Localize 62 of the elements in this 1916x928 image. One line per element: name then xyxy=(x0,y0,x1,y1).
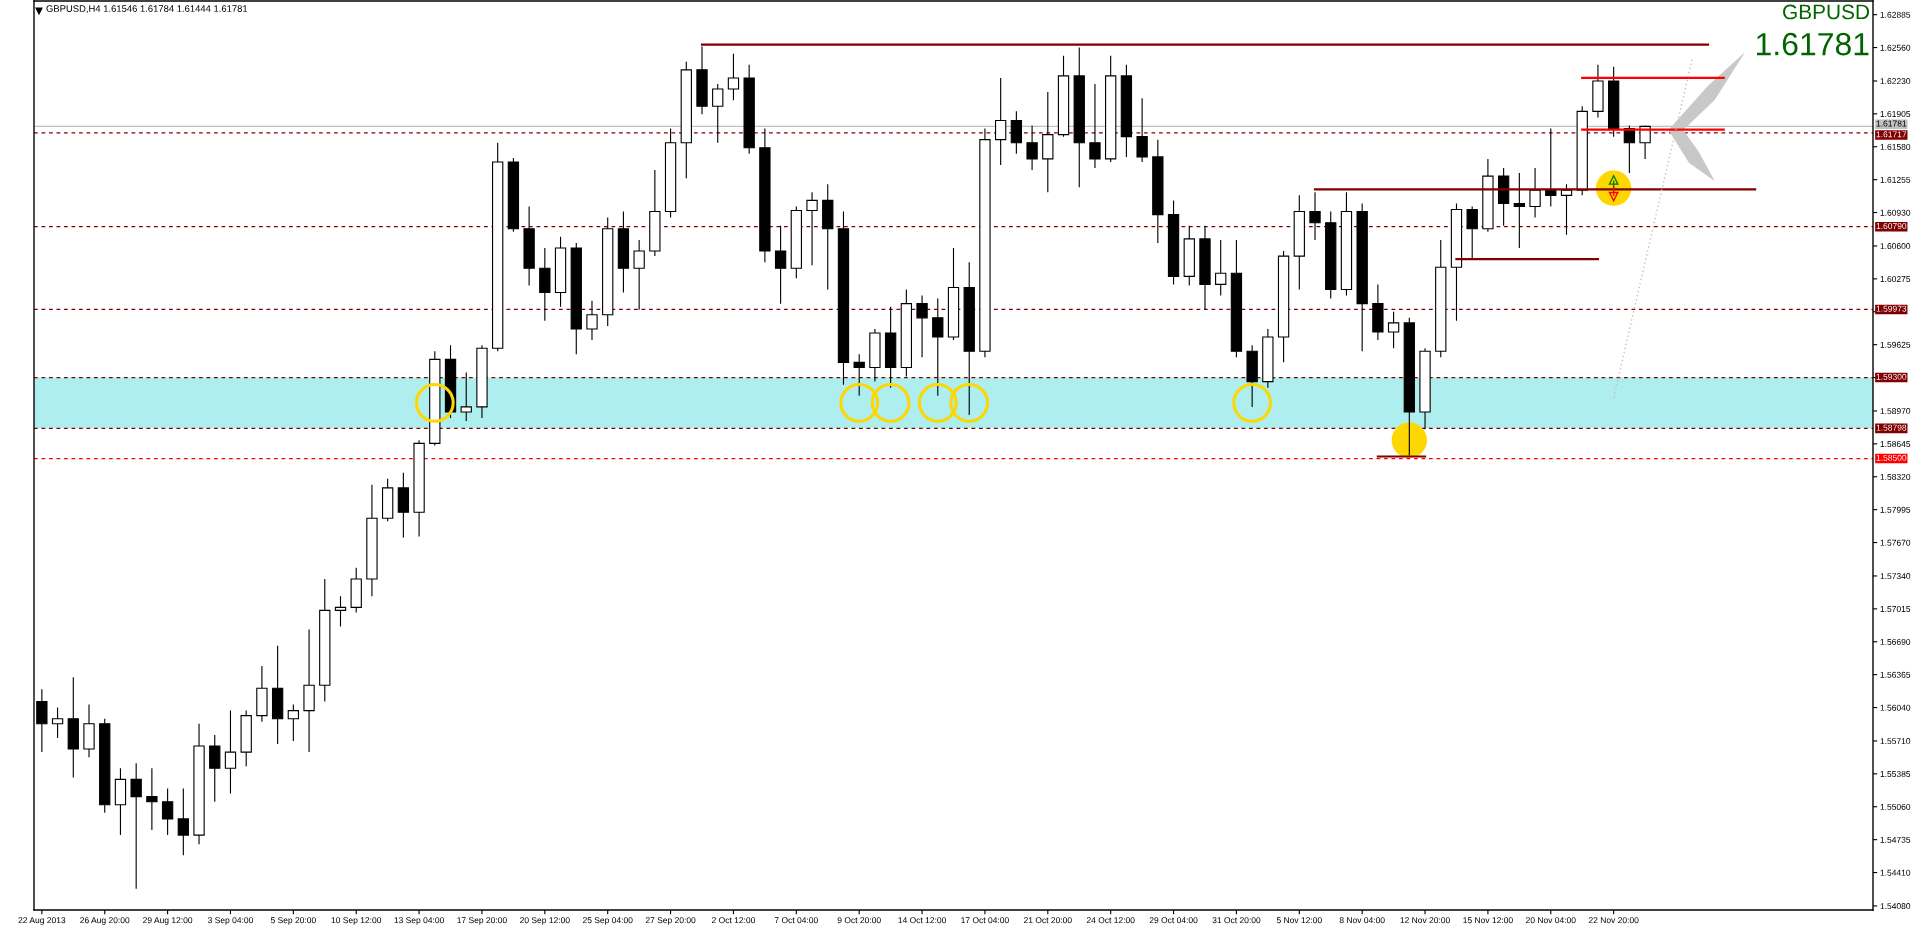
x-tick-label: 5 Sep 20:00 xyxy=(270,917,316,925)
x-tick-label: 25 Sep 04:00 xyxy=(582,917,633,925)
annotation: GBPUSD xyxy=(1783,4,1869,20)
y-tick-label: 1.58645 xyxy=(1880,441,1911,448)
y-tick-label: 1.56365 xyxy=(1880,671,1911,678)
x-tick-label: 12 Nov 20:00 xyxy=(1400,917,1450,924)
chart-title: GBPUSD,H4 1.61546 1.61784 1.61444 1.61781 xyxy=(46,5,248,14)
x-tick-label: 17 Oct 04:00 xyxy=(961,917,1009,924)
x-tick-label: 20 Nov 04:00 xyxy=(1526,917,1576,924)
y-tick-label: 1.55385 xyxy=(1880,771,1911,778)
y-tick-label: 1.62230 xyxy=(1880,78,1911,85)
y-tick-label: 1.59625 xyxy=(1880,341,1911,348)
ref-line-label: 1.58798 xyxy=(1876,424,1907,431)
x-tick-label: 7 Oct 04:00 xyxy=(774,917,818,924)
x-tick-label: 21 Oct 20:00 xyxy=(1023,917,1072,924)
y-tick-label: 1.56690 xyxy=(1880,638,1911,645)
x-tick-label: 14 Oct 12:00 xyxy=(898,917,946,924)
y-tick-label: 1.57670 xyxy=(1880,539,1911,546)
x-tick-label: 29 Aug 12:00 xyxy=(143,917,193,925)
x-tick-label: 17 Sep 20:00 xyxy=(457,917,507,925)
y-tick-label: 1.58970 xyxy=(1880,408,1911,415)
ref-line-label: 1.61717 xyxy=(1876,131,1907,138)
y-tick-label: 1.61255 xyxy=(1880,176,1911,183)
x-tick-label: 20 Sep 12:00 xyxy=(520,917,570,925)
y-tick-label: 1.62560 xyxy=(1880,44,1911,51)
x-tick-label: 13 Sep 04:00 xyxy=(394,917,444,925)
y-tick-label: 1.60930 xyxy=(1880,209,1911,216)
x-tick-label: 24 Oct 12:00 xyxy=(1086,917,1135,924)
ref-line-label: 1.59973 xyxy=(1876,305,1907,312)
y-tick-label: 1.60275 xyxy=(1880,276,1911,283)
y-tick-label: 1.58320 xyxy=(1880,473,1911,480)
x-tick-label: 29 Oct 04:00 xyxy=(1149,917,1198,924)
y-tick-label: 1.57340 xyxy=(1880,573,1911,580)
x-tick-label: 15 Nov 12:00 xyxy=(1463,917,1513,924)
x-tick-label: 26 Aug 20:00 xyxy=(80,917,130,925)
x-tick-label: 2 Oct 12:00 xyxy=(711,917,756,924)
x-tick-label: 9 Oct 20:00 xyxy=(837,917,881,924)
x-tick-label: 8 Nov 04:00 xyxy=(1339,917,1385,924)
x-tick-label: 10 Sep 12:00 xyxy=(331,917,382,925)
y-tick-label: 1.54410 xyxy=(1880,869,1911,876)
ref-line-label: 1.58500 xyxy=(1876,454,1907,461)
y-tick-label: 1.60600 xyxy=(1880,243,1911,250)
y-tick-label: 1.57015 xyxy=(1880,606,1911,613)
y-tick-label: 1.54735 xyxy=(1880,836,1911,843)
y-tick-label: 1.61905 xyxy=(1880,111,1911,118)
x-tick-label: 31 Oct 20:00 xyxy=(1212,917,1261,924)
y-tick-label: 1.62885 xyxy=(1880,11,1911,18)
x-tick-label: 3 Sep 04:00 xyxy=(207,917,253,925)
annotation: 1.61781 xyxy=(1756,32,1869,56)
y-tick-label: 1.56040 xyxy=(1880,704,1911,711)
y-tick-label: 1.54080 xyxy=(1880,903,1911,910)
y-tick-label: 1.61580 xyxy=(1880,143,1911,150)
x-tick-label: 22 Nov 20:00 xyxy=(1588,917,1639,924)
x-tick-label: 22 Aug 2013 xyxy=(18,917,66,925)
ref-line-label: 1.60790 xyxy=(1876,223,1907,230)
x-tick-label: 5 Nov 12:00 xyxy=(1276,917,1322,924)
ref-line-label: 1.61781 xyxy=(1876,120,1907,127)
y-tick-label: 1.55060 xyxy=(1880,803,1911,810)
y-tick-label: 1.57995 xyxy=(1880,506,1911,513)
x-tick-label: 27 Sep 20:00 xyxy=(645,917,696,925)
y-tick-label: 1.55710 xyxy=(1880,738,1911,745)
ref-line-label: 1.59300 xyxy=(1876,373,1907,380)
